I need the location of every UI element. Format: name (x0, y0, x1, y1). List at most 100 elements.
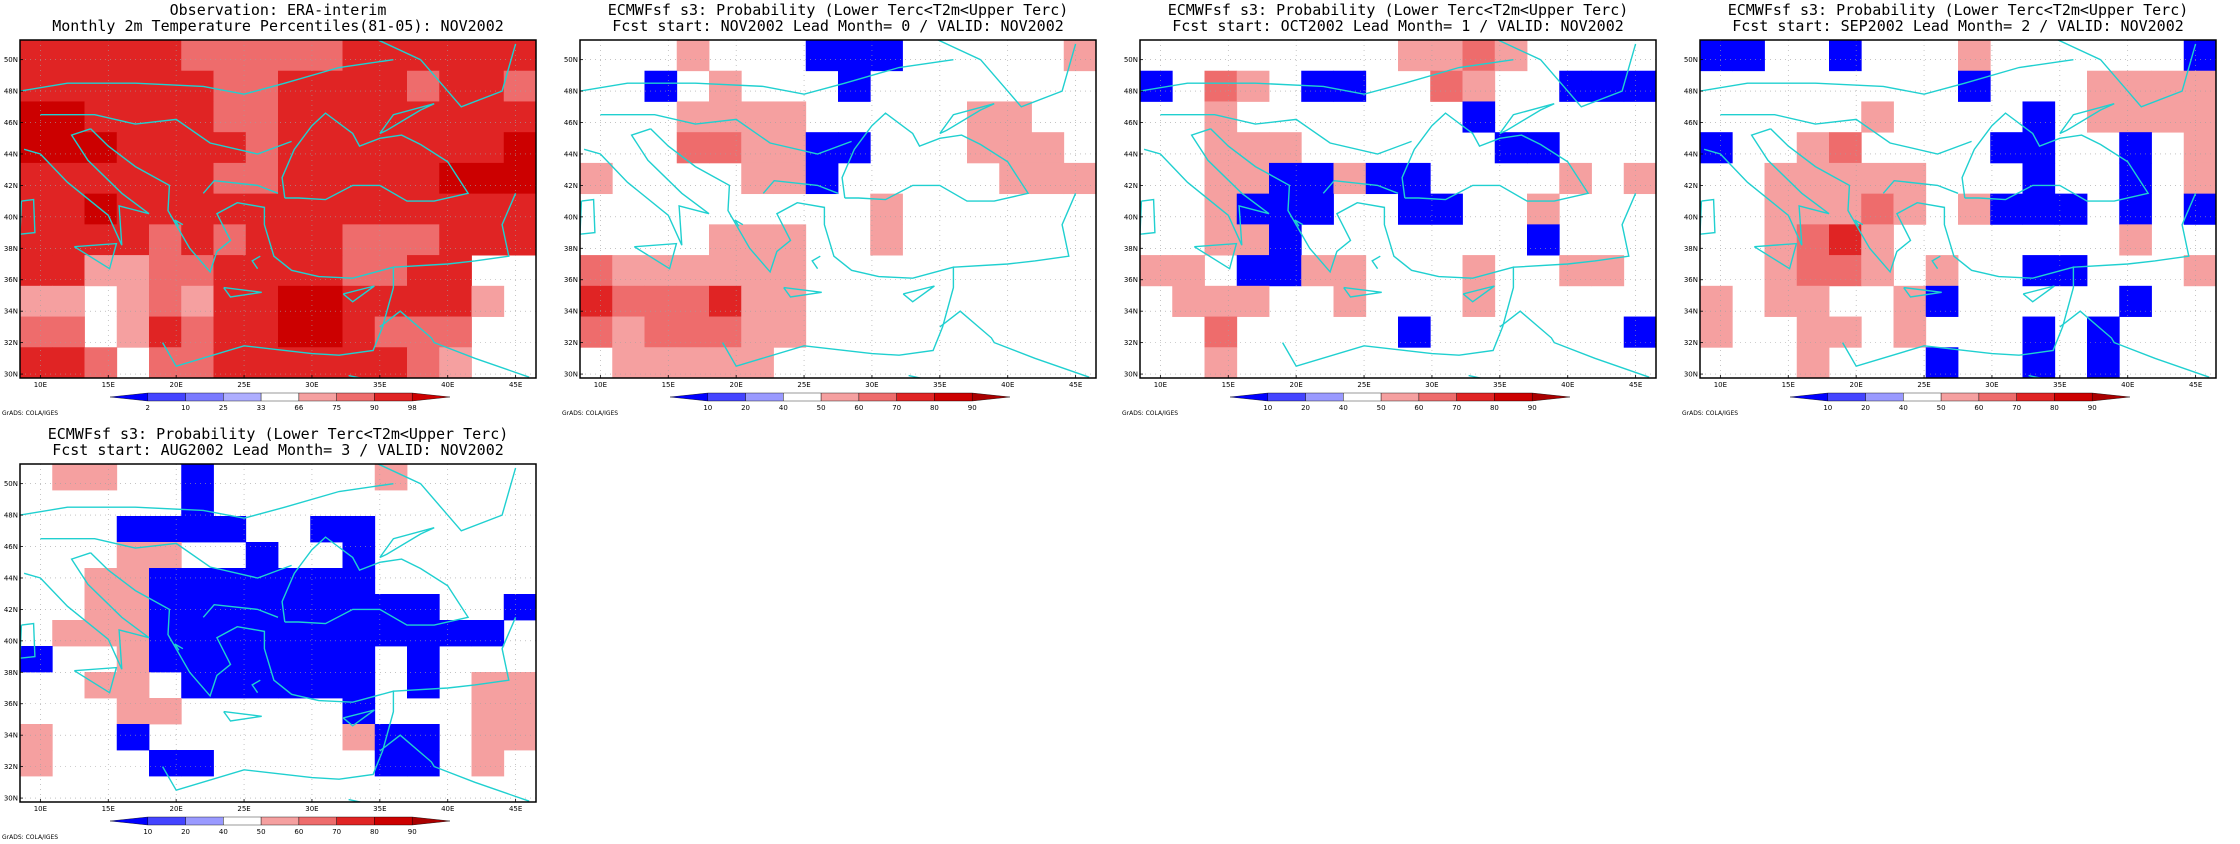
y-tick-label: 36N (1684, 276, 1698, 284)
heatmap-cell (116, 542, 150, 569)
heatmap-cell (245, 542, 279, 569)
heatmap-cell (52, 347, 85, 379)
heatmap-cell (213, 70, 247, 102)
heatmap-cell (439, 70, 472, 102)
colorbar-label: 60 (854, 404, 863, 412)
y-tick-label: 46N (4, 119, 18, 127)
heatmap-cell (374, 464, 408, 491)
heatmap-cell (1829, 224, 1862, 256)
chart-panel-1: Observation: ERA-interim Monthly 2m Tempe… (0, 0, 556, 420)
coastlines (20, 464, 530, 802)
heatmap-cell (116, 132, 150, 164)
colorbar-swatch (298, 392, 337, 402)
heatmap-cell (342, 132, 376, 164)
heatmap-cell (342, 620, 376, 647)
heatmap-cell (116, 101, 150, 133)
heatmap-cell (20, 193, 53, 225)
coastline (2220, 123, 2236, 217)
coastline (1700, 59, 2074, 95)
heatmap-cell (116, 40, 150, 72)
colorbar-label: 70 (892, 404, 901, 412)
heatmap-cell (310, 162, 343, 195)
colorbar-label: 80 (930, 404, 939, 412)
x-tick-label: 20E (1849, 381, 1862, 389)
heatmap-cell (116, 594, 150, 621)
colorbar-swatch (1418, 392, 1457, 402)
heatmap-cell (149, 568, 182, 595)
heatmap-cell (503, 594, 537, 621)
coastline (379, 734, 530, 802)
heatmap-cell (2022, 101, 2056, 133)
colorbar-swatch (1456, 392, 1495, 402)
heatmap-cell (1796, 162, 1830, 195)
heatmap-cell (84, 40, 118, 72)
coastlines (1700, 40, 2236, 378)
y-tick-label: 32N (564, 339, 578, 347)
heatmap-cell (149, 40, 182, 72)
colorbar-swatch (1305, 392, 1344, 402)
heatmap-cell (709, 101, 742, 133)
colorbar-label: 70 (2012, 404, 2021, 412)
colorbar-label: 90 (1528, 404, 1537, 412)
y-tick-label: 34N (1684, 308, 1698, 316)
y-tick-label: 38N (564, 245, 578, 253)
heatmap-cell (407, 193, 440, 225)
heatmap-cell (342, 594, 376, 621)
heatmap-cell (644, 285, 678, 317)
heatmap-cell (2087, 347, 2120, 379)
heatmap-cell (773, 285, 807, 317)
heatmap-cells (1140, 40, 1657, 379)
coastline (1322, 179, 1399, 194)
y-tick-label: 50N (4, 56, 18, 64)
heatmap-cell (1236, 224, 1270, 256)
heatmap-cell (181, 101, 214, 133)
heatmap-cell (20, 224, 53, 256)
x-tick-label: 40E (1001, 381, 1014, 389)
heatmap-cell (612, 347, 645, 379)
heatmap-cell (870, 40, 903, 72)
heatmap-cell (116, 162, 150, 195)
heatmap-cell (342, 316, 376, 348)
heatmap-cell (439, 255, 472, 287)
x-tick-label: 35E (2053, 381, 2066, 389)
x-tick-label: 45E (509, 381, 522, 389)
heatmap-cell (181, 750, 214, 777)
heatmap-cell (2119, 285, 2152, 317)
heatmap-cell (773, 255, 807, 287)
coastline (1160, 113, 1412, 155)
y-tick-label: 44N (1684, 150, 1698, 158)
x-tick-label: 10E (594, 381, 607, 389)
coastline (23, 552, 150, 670)
colorbar-swatch (2092, 392, 2131, 402)
heatmap-cell (407, 285, 440, 317)
heatmap-cell (310, 646, 343, 673)
coastline (281, 112, 470, 202)
heatmap-cell (676, 347, 710, 379)
heatmap-cell (407, 347, 440, 379)
colorbar-swatch (374, 392, 413, 402)
map-chart-svg: ECMWFsf s3: Probability (Lower Terc<T2m<… (562, 1, 1097, 417)
colorbar-label: 70 (332, 828, 341, 836)
heatmap-cell (741, 224, 774, 256)
heatmap-cell (1958, 70, 1991, 102)
colorbar-label: 10 (1263, 404, 1272, 412)
colorbar-swatch (1978, 392, 2017, 402)
y-tick-label: 34N (4, 308, 18, 316)
heatmap-cell (1365, 162, 1399, 195)
heatmap-cell (245, 40, 279, 72)
colorbar-label: 90 (2088, 404, 2097, 412)
chart-panel-2: ECMWFsf s3: Probability (Lower Terc<T2m<… (560, 0, 1116, 420)
coastline (90, 128, 395, 368)
heatmap-cell (310, 255, 343, 287)
coastline (174, 219, 184, 227)
heatmap-cell (342, 193, 376, 225)
heatmap-cell (407, 646, 440, 673)
heatmap-cell (20, 724, 53, 751)
heatmap-cell (245, 620, 279, 647)
y-tick-label: 50N (1684, 56, 1698, 64)
heatmap-cell (471, 285, 505, 317)
colorbar-swatch (109, 816, 148, 826)
colorbar-swatch (783, 392, 822, 402)
y-tick-label: 32N (1124, 339, 1138, 347)
heatmap-cell (245, 224, 279, 256)
